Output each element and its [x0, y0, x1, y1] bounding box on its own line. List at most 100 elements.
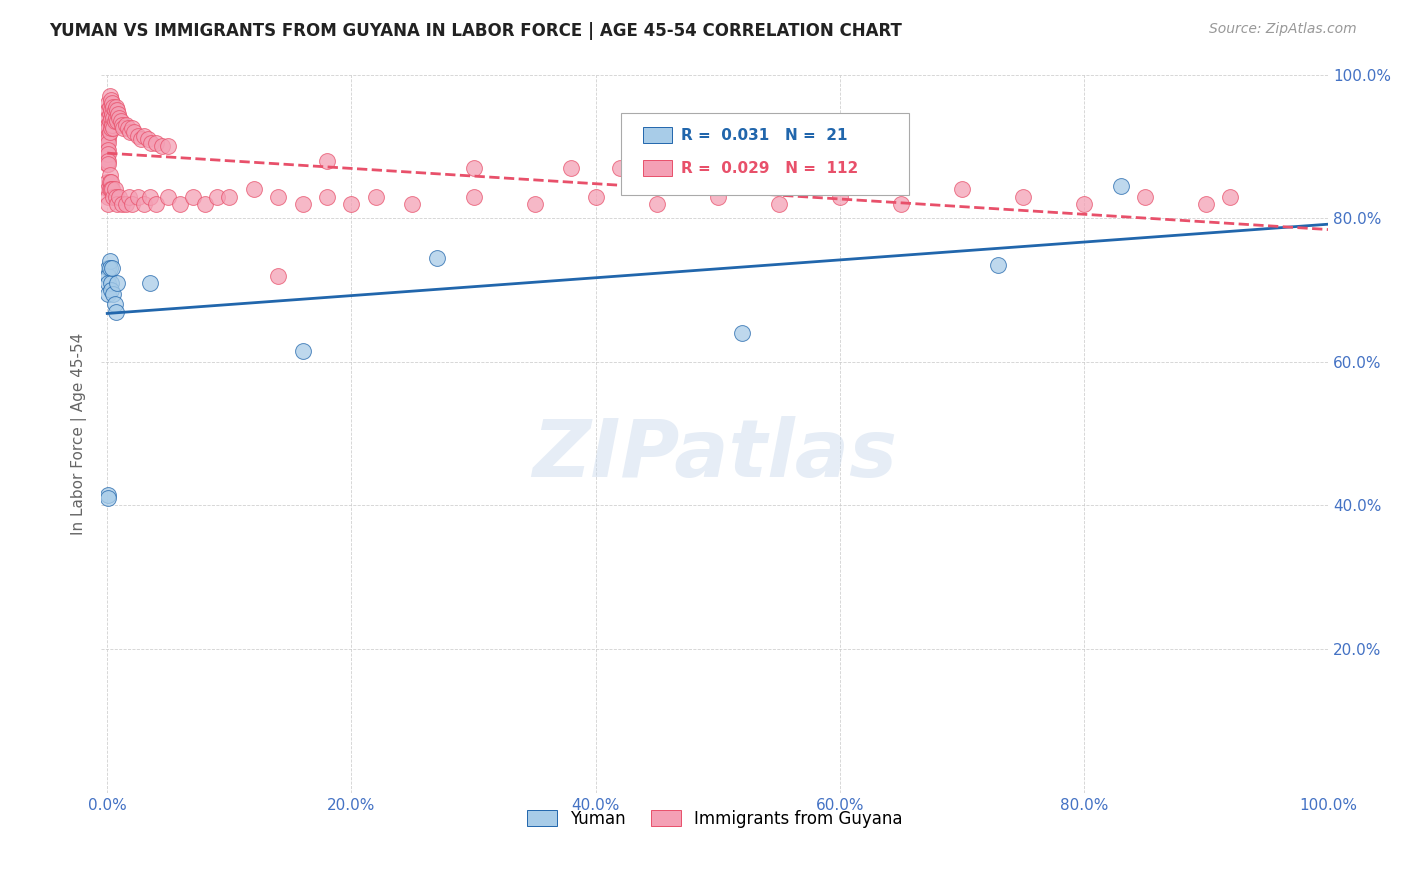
Point: [104, 304, 127, 318]
Point: [101, 182, 124, 196]
Point: [585, 189, 607, 203]
Point: [1195, 196, 1218, 211]
Point: [145, 196, 167, 211]
Point: [139, 189, 162, 203]
Point: [121, 121, 143, 136]
Point: [105, 103, 128, 118]
Point: [97, 153, 120, 168]
Point: [105, 196, 128, 211]
Y-axis label: In Labor Force | Age 45-54: In Labor Force | Age 45-54: [72, 333, 87, 534]
Point: [101, 96, 124, 111]
Point: [100, 111, 122, 125]
Point: [98, 182, 121, 196]
Point: [108, 189, 131, 203]
Point: [122, 125, 145, 139]
Text: R =  0.029   N =  112: R = 0.029 N = 112: [682, 161, 859, 176]
Point: [97, 491, 120, 506]
Point: [97, 189, 120, 203]
Point: [340, 196, 363, 211]
Point: [1219, 189, 1241, 203]
Text: Source: ZipAtlas.com: Source: ZipAtlas.com: [1209, 22, 1357, 37]
Point: [316, 189, 339, 203]
Point: [104, 111, 127, 125]
Point: [157, 139, 180, 153]
Point: [97, 118, 120, 132]
Point: [100, 276, 122, 290]
Point: [97, 146, 120, 161]
Point: [97, 286, 120, 301]
Point: [100, 283, 122, 297]
Point: [950, 182, 973, 196]
Point: [267, 268, 290, 283]
Point: [127, 128, 149, 143]
Legend: Yuman, Immigrants from Guyana: Yuman, Immigrants from Guyana: [520, 804, 910, 835]
Point: [103, 182, 125, 196]
Point: [97, 182, 120, 196]
Point: [96, 143, 118, 157]
Point: [110, 114, 132, 128]
Text: YUMAN VS IMMIGRANTS FROM GUYANA IN LABOR FORCE | AGE 45-54 CORRELATION CHART: YUMAN VS IMMIGRANTS FROM GUYANA IN LABOR…: [49, 22, 903, 40]
Point: [218, 189, 240, 203]
Point: [112, 121, 135, 136]
Point: [98, 114, 121, 128]
Text: ZIPatlas: ZIPatlas: [531, 417, 897, 494]
Point: [560, 161, 582, 175]
Point: [98, 175, 121, 189]
Point: [136, 132, 159, 146]
Point: [242, 182, 264, 196]
Point: [706, 189, 728, 203]
Point: [97, 157, 120, 171]
Point: [150, 139, 173, 153]
Point: [1109, 178, 1132, 193]
Point: [97, 121, 120, 136]
Point: [97, 196, 120, 211]
Point: [1012, 189, 1035, 203]
Point: [97, 96, 120, 111]
Point: [98, 261, 121, 276]
Point: [100, 121, 122, 136]
Point: [104, 100, 127, 114]
Point: [97, 488, 120, 502]
Point: [108, 111, 131, 125]
Point: [96, 132, 118, 146]
Point: [145, 136, 167, 150]
Point: [463, 189, 485, 203]
Point: [97, 268, 120, 283]
Point: [291, 343, 314, 358]
Point: [107, 107, 129, 121]
Point: [97, 276, 120, 290]
Point: [609, 161, 631, 175]
Point: [97, 143, 120, 157]
Point: [96, 153, 118, 168]
Point: [139, 276, 162, 290]
Point: [1133, 189, 1156, 203]
Point: [131, 132, 153, 146]
Point: [645, 196, 668, 211]
Point: [103, 103, 125, 118]
Point: [169, 196, 191, 211]
Point: [316, 153, 339, 168]
Point: [828, 189, 851, 203]
Point: [103, 111, 125, 125]
Point: [205, 189, 228, 203]
Point: [101, 261, 124, 276]
Point: [1073, 196, 1095, 211]
Point: [103, 286, 125, 301]
Point: [101, 107, 124, 121]
Point: [103, 297, 125, 311]
Point: [105, 114, 128, 128]
Point: [100, 182, 122, 196]
Point: [100, 175, 122, 189]
Point: [132, 128, 155, 143]
Point: [100, 103, 122, 118]
Point: [97, 261, 120, 276]
Point: [127, 189, 149, 203]
Point: [117, 121, 139, 136]
Point: [98, 168, 121, 182]
Point: [98, 107, 121, 121]
Point: [97, 132, 120, 146]
Point: [267, 189, 290, 203]
Point: [97, 111, 120, 125]
Point: [111, 196, 134, 211]
Text: R =  0.031   N =  21: R = 0.031 N = 21: [682, 128, 848, 143]
